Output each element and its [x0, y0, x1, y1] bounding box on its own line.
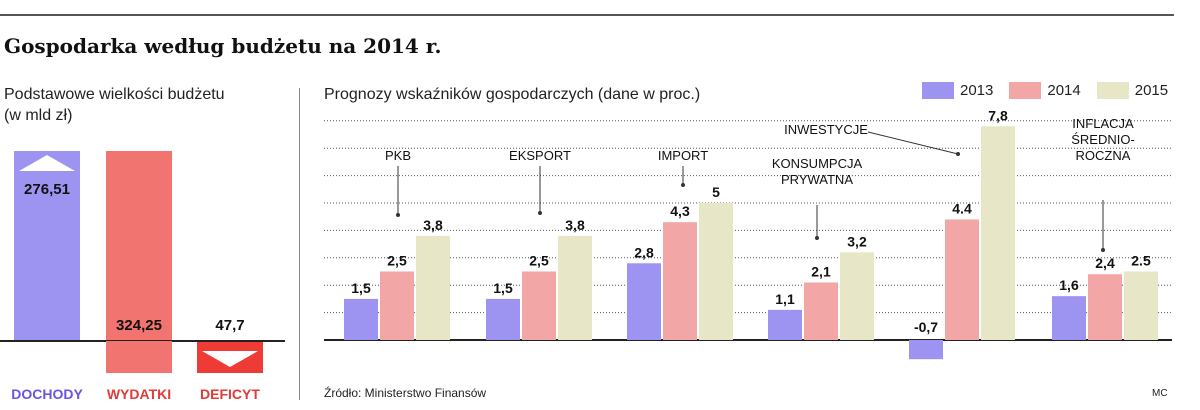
forecast-gridlines: [324, 120, 1172, 314]
forecast-chart: 1,5 2,5 3,8 PKB 1,5 2,5 3,8 EKSPORT 2,8 4,3 5 IMPOR…: [324, 107, 1172, 360]
forecast-value-label: 1,5: [351, 280, 371, 296]
forecast-value-label: 1,1: [775, 291, 795, 307]
forecast-category-label: ROCZNA: [1076, 148, 1131, 163]
credit-note: MC: [1152, 388, 1168, 399]
forecast-bar-2014: [380, 271, 414, 340]
budget-subtitle-line1: Podstawowe wielkości budżetu: [4, 86, 225, 103]
budget-category-label: WYDATKI: [107, 386, 171, 402]
budget-category-label: DEFICYT: [200, 386, 260, 402]
forecast-value-label: 3,2: [847, 233, 867, 249]
forecast-value-label: 4.4: [952, 200, 972, 216]
forecast-bar-2015: [840, 252, 874, 340]
forecast-value-label: 3,8: [565, 217, 585, 233]
legend-swatch-2015: [1096, 82, 1129, 99]
legend-label-2013: 2013: [960, 82, 994, 99]
forecast-category-label: EKSPORT: [509, 148, 571, 163]
forecast-category-label: KONSUMPCJA: [772, 156, 863, 171]
budget-value-label: 276,51: [24, 181, 70, 198]
forecast-bar-2014: [522, 271, 556, 340]
forecast-bar-2013: [1052, 296, 1086, 340]
forecast-value-label: 1,5: [493, 280, 513, 296]
panel-divider: [299, 88, 300, 400]
forecast-value-label: 7,8: [988, 107, 1008, 123]
forecast-value-label: 4,3: [670, 203, 690, 219]
label-pointer-dot: [396, 213, 400, 217]
legend-item-2015: 2015: [1096, 82, 1169, 99]
forecast-value-label: 2,1: [811, 263, 831, 279]
legend: 2013 2014 2015: [922, 82, 1184, 99]
legend-label-2015: 2015: [1134, 82, 1169, 99]
forecast-bar-2015: [1124, 271, 1158, 340]
forecast-bar-2015: [699, 203, 733, 340]
label-pointer-dot: [815, 236, 819, 240]
budget-bar-wydatki-below: [106, 341, 172, 373]
legend-swatch-2014: [1009, 82, 1042, 99]
budget-value-label: 47,7: [215, 317, 244, 334]
forecast-category-label: PKB: [385, 148, 411, 163]
label-pointer-dot: [1101, 248, 1105, 252]
down-arrow-icon: [202, 351, 258, 367]
legend-item-2014: 2014: [1009, 82, 1081, 99]
forecast-value-label: 1,6: [1059, 277, 1079, 293]
legend-item-2013: 2013: [922, 82, 993, 99]
budget-chart: 276,51 DOCHODY 324,25 WYDATKI 47,7 DEFICYT: [0, 151, 285, 402]
forecast-bar-2013: [486, 298, 520, 340]
top-rule: [0, 14, 1174, 16]
label-pointer-dot: [538, 211, 542, 215]
forecast-value-label: -0,7: [914, 319, 938, 335]
forecast-bar-2013: [909, 340, 943, 360]
forecast-category-label: IMPORT: [658, 148, 708, 163]
forecast-bar-2013: [344, 298, 378, 340]
budget-bar-wydatki: [106, 151, 172, 341]
forecast-bar-2013: [768, 309, 802, 340]
forecast-value-label: 2,5: [529, 253, 549, 269]
forecast-bar-2015: [981, 126, 1015, 340]
forecast-value-label: 2,5: [387, 253, 407, 269]
forecast-value-label: 2,8: [634, 244, 654, 260]
label-pointer-dot: [956, 152, 960, 156]
forecast-category-label: ŚREDNIO-: [1071, 132, 1135, 147]
forecast-value-label: 3,8: [423, 217, 443, 233]
label-pointer: [867, 131, 959, 155]
forecast-category-label: INFLACJA: [1072, 116, 1134, 131]
source-note: Źródło: Ministerstwo Finansów: [324, 386, 487, 400]
budget-value-label: 324,25: [116, 317, 162, 334]
forecast-category-label: INWESTYCJE: [784, 122, 868, 137]
label-pointer-dot: [681, 183, 685, 187]
forecast-bar-2013: [627, 263, 661, 340]
forecast-bar-2014: [663, 222, 697, 340]
budget-subtitle-line2: (w mld zł): [4, 107, 73, 124]
legend-swatch-2013: [922, 82, 954, 99]
page-title: Gospodarka według budżetu na 2014 r.: [4, 34, 442, 58]
up-arrow-icon: [19, 155, 75, 171]
forecast-value-label: 5: [712, 184, 720, 200]
forecast-bar-2014: [1088, 274, 1122, 340]
forecast-bar-2014: [945, 219, 979, 340]
forecast-category-label: PRYWATNA: [781, 172, 853, 187]
forecast-bar-2015: [416, 235, 450, 340]
forecast-subtitle: Prognozy wskaźników gospodarczych (dane …: [324, 86, 701, 103]
budget-subtitle: Podstawowe wielkości budżetu (w mld zł): [4, 84, 274, 126]
forecast-value-label: 2.5: [1131, 253, 1151, 269]
forecast-bar-2015: [558, 235, 592, 340]
budget-bar-dochody: [14, 151, 80, 341]
budget-category-label: DOCHODY: [11, 386, 83, 402]
forecast-value-label: 2,4: [1095, 255, 1115, 271]
legend-label-2014: 2014: [1047, 82, 1081, 99]
forecast-bar-2014: [804, 282, 838, 340]
